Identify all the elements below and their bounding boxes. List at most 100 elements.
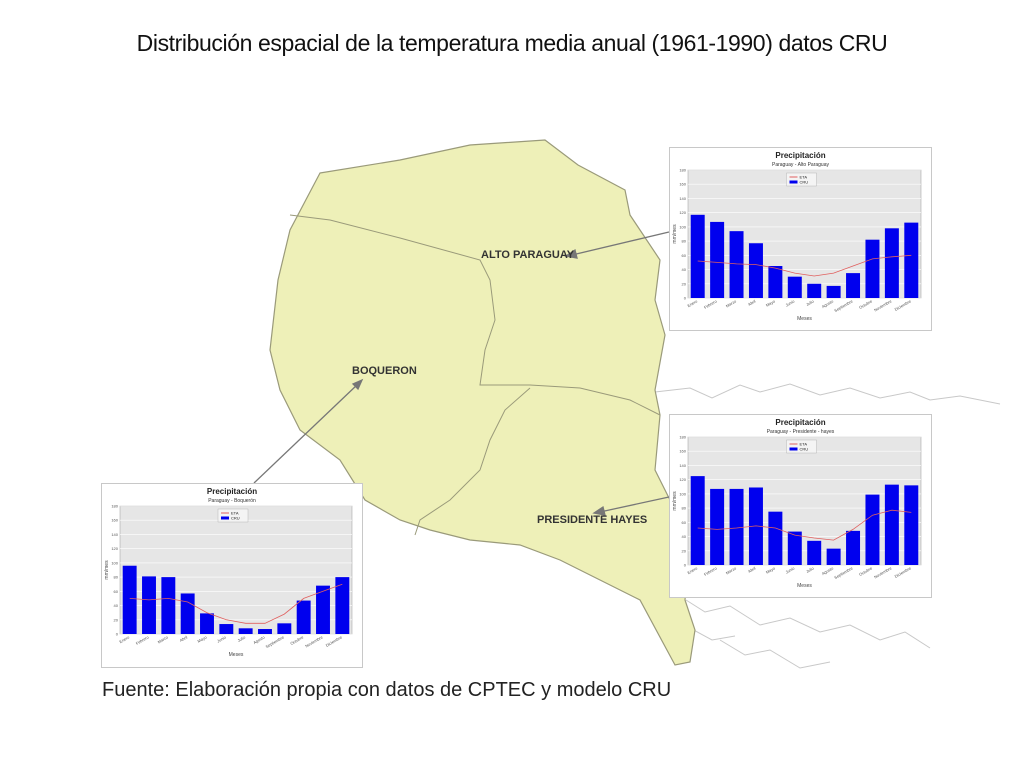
arrow-alto bbox=[571, 231, 670, 256]
bar-cru bbox=[180, 593, 195, 634]
line-eta bbox=[697, 254, 912, 277]
x-tick-label: Marzo bbox=[157, 634, 170, 644]
bar-cru bbox=[710, 488, 725, 565]
line-eta bbox=[129, 583, 343, 624]
bar-cru bbox=[768, 511, 783, 565]
bar-cru bbox=[258, 629, 272, 634]
y-tick-label: 180 bbox=[679, 435, 686, 440]
x-tick-label: Febrero bbox=[703, 298, 718, 310]
bar-cru bbox=[884, 484, 899, 565]
y-axis-label: mm/mes bbox=[104, 560, 110, 580]
x-axis-label: Meses bbox=[797, 583, 812, 589]
plot-area bbox=[687, 169, 922, 299]
bar-cru bbox=[729, 231, 744, 298]
y-tick-label: 20 bbox=[682, 281, 687, 286]
x-tick-label: Agosto bbox=[821, 565, 835, 576]
region-label-presidente-hayes: PRESIDENTE HAYES bbox=[537, 514, 648, 526]
x-tick-label: Diciembre bbox=[894, 565, 913, 579]
border-line bbox=[689, 627, 736, 641]
legend-swatch-cru bbox=[789, 447, 798, 451]
chart-title: Precipitación bbox=[775, 418, 825, 427]
legend-label-eta: ETA bbox=[800, 175, 808, 180]
bar-cru bbox=[277, 623, 292, 634]
bar-cru bbox=[787, 531, 802, 565]
y-tick-label: 60 bbox=[682, 253, 687, 258]
y-tick-label: 20 bbox=[114, 617, 119, 622]
x-tick-label: Mayo bbox=[765, 298, 777, 308]
x-tick-label: Julio bbox=[805, 298, 815, 307]
legend-label-cru: CRU bbox=[800, 447, 809, 452]
bar-cru bbox=[884, 228, 899, 298]
bar-cru bbox=[904, 222, 919, 298]
region-label-alto-paraguay: ALTO PARAGUAY bbox=[481, 249, 575, 261]
y-tick-label: 100 bbox=[679, 224, 686, 229]
bar-cru bbox=[846, 273, 861, 298]
border-alto-boqueron bbox=[289, 214, 661, 416]
chart-panel-boqueron: Precipitación Paraguay - Boquerón 0 20 40 60 8… bbox=[101, 483, 363, 668]
bar-cru bbox=[161, 577, 176, 634]
x-tick-label: Junio bbox=[785, 565, 796, 574]
x-tick-label: Febrero bbox=[135, 634, 150, 646]
legend-swatch-cru bbox=[221, 516, 229, 520]
border-line bbox=[719, 639, 831, 669]
y-tick-label: 180 bbox=[111, 504, 118, 509]
x-tick-label: Noviembre bbox=[873, 565, 893, 579]
bar-cru bbox=[690, 214, 705, 298]
x-tick-label: Enero bbox=[686, 298, 698, 308]
plot-area bbox=[687, 436, 922, 566]
bar-cru bbox=[690, 476, 705, 565]
y-tick-label: 80 bbox=[682, 239, 687, 244]
x-tick-label: Junio bbox=[785, 298, 796, 307]
legend-label-cru: CRU bbox=[800, 180, 809, 185]
source-caption: Fuente: Elaboración propia con datos de … bbox=[102, 679, 672, 701]
chart-title: Precipitación bbox=[775, 151, 825, 160]
border-line bbox=[654, 383, 1001, 405]
y-tick-label: 60 bbox=[114, 589, 119, 594]
arrow-boq-head bbox=[351, 378, 364, 391]
chart-panel-presidente-hayes: Precipitación Paraguay - Presidente - hay… bbox=[669, 414, 932, 598]
x-tick-label: Noviembre bbox=[304, 634, 324, 648]
y-tick-label: 140 bbox=[111, 532, 118, 537]
chart-svg-boqueron: Precipitación Paraguay - Boquerón 0 20 40 60 8… bbox=[104, 487, 353, 658]
y-tick-label: 120 bbox=[679, 210, 686, 215]
x-tick-label: Septiembre bbox=[265, 634, 286, 649]
y-tick-label: 80 bbox=[114, 575, 119, 580]
y-tick-label: 120 bbox=[679, 477, 686, 482]
x-tick-label: Enero bbox=[118, 634, 130, 644]
bar-cru bbox=[787, 276, 802, 298]
bar-cru bbox=[768, 266, 783, 298]
y-tick-label: 100 bbox=[111, 560, 118, 565]
chart-panel-alto-paraguay: Precipitación Paraguay - Alto Paraguay 0 20… bbox=[669, 147, 932, 331]
y-axis-label: mm/mes bbox=[672, 224, 678, 244]
x-tick-label: Marzo bbox=[725, 298, 738, 308]
y-tick-label: 100 bbox=[679, 491, 686, 496]
pointer-arrows bbox=[253, 231, 670, 516]
y-tick-label: 160 bbox=[679, 449, 686, 454]
x-axis-label: Meses bbox=[797, 316, 812, 322]
bar-cru bbox=[729, 488, 744, 565]
bar-cru bbox=[710, 221, 725, 298]
chart-svg-alto-paraguay: Precipitación Paraguay - Alto Paraguay 0 20… bbox=[672, 151, 922, 322]
x-tick-label: Marzo bbox=[725, 565, 738, 575]
arrow-pres bbox=[599, 496, 670, 513]
bar-cru bbox=[122, 565, 137, 634]
x-tick-label: Noviembre bbox=[873, 298, 893, 312]
x-tick-label: Julio bbox=[237, 634, 247, 643]
y-tick-label: 140 bbox=[679, 196, 686, 201]
y-tick-label: 20 bbox=[682, 548, 687, 553]
bar-cru bbox=[238, 628, 253, 634]
y-tick-label: 0 bbox=[684, 296, 687, 301]
x-axis-label: Meses bbox=[229, 652, 244, 658]
y-tick-label: 0 bbox=[684, 563, 687, 568]
chaco-region bbox=[269, 139, 696, 666]
x-tick-label: Septiembre bbox=[833, 298, 854, 313]
arrow-boq bbox=[253, 383, 359, 484]
x-tick-label: Abril bbox=[179, 634, 189, 642]
y-tick-label: 40 bbox=[682, 267, 687, 272]
bar-cru bbox=[296, 600, 311, 634]
x-tick-label: Mayo bbox=[765, 565, 777, 575]
bar-cru bbox=[904, 485, 919, 565]
chart-svg-presidente-hayes: Precipitación Paraguay - Presidente - hay… bbox=[672, 418, 922, 589]
y-tick-label: 160 bbox=[111, 518, 118, 523]
